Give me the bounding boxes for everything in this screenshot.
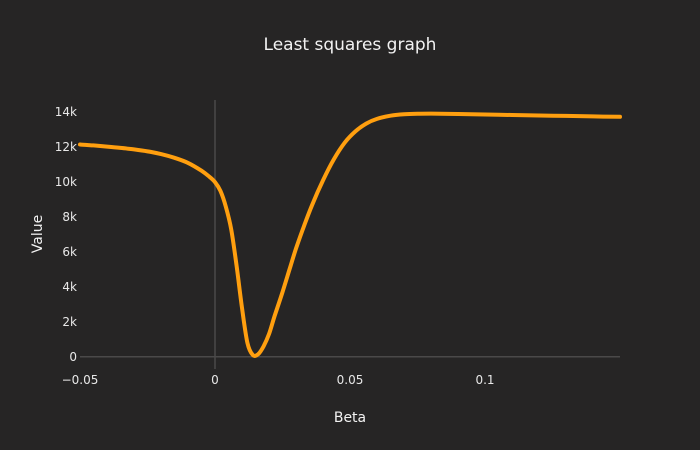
y-tick-label: 6k	[62, 245, 77, 259]
y-axis-ticks: 0 2k 4k 6k 8k 10k 12k 14k	[55, 105, 77, 364]
y-tick-label: 0	[69, 350, 77, 364]
chart-title: Least squares graph	[264, 35, 437, 55]
y-tick-label: 8k	[62, 210, 77, 224]
y-tick-label: 10k	[55, 175, 77, 189]
zero-lines	[80, 100, 620, 369]
y-tick-label: 12k	[55, 140, 77, 154]
plot-series	[78, 111, 622, 358]
x-tick-label: −0.05	[62, 373, 99, 387]
x-axis-ticks: −0.05 0 0.05 0.1	[62, 373, 495, 387]
y-tick-label: 14k	[55, 105, 77, 119]
y-tick-label: 4k	[62, 280, 77, 294]
y-tick-label: 2k	[62, 315, 77, 329]
x-axis-title: Beta	[334, 410, 366, 426]
x-tick-label: 0	[211, 373, 219, 387]
x-tick-label: 0.05	[337, 373, 364, 387]
x-tick-label: 0.1	[475, 373, 494, 387]
series-line	[78, 111, 622, 358]
y-axis-title: Value	[30, 215, 46, 253]
